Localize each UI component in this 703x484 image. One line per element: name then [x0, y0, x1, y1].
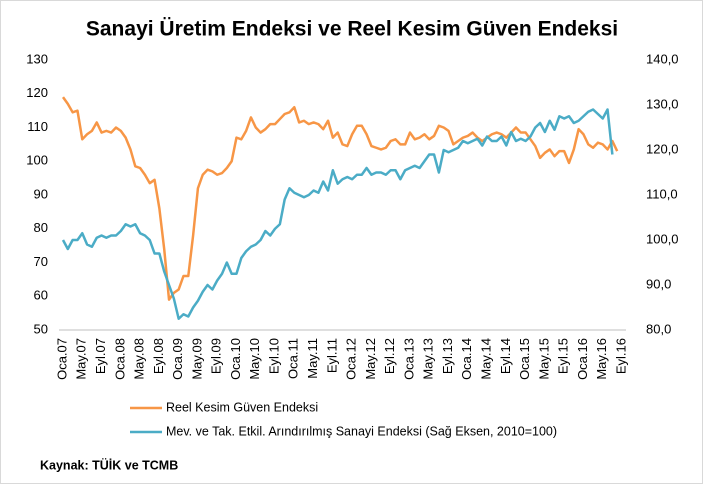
- legend-label: Reel Kesim Güven Endeksi: [166, 400, 318, 414]
- x-tick-label: May.16: [594, 338, 609, 380]
- chart-title: Sanayi Üretim Endeksi ve Reel Kesim Güve…: [86, 18, 618, 41]
- y-tick-label: 90: [34, 186, 48, 201]
- x-tick-label: May.08: [132, 338, 147, 380]
- x-tick-label: Oca.16: [575, 338, 590, 380]
- legend-label: Mev. ve Tak. Etkil. Arındırılmış Sanayi …: [166, 424, 557, 438]
- y-tick-label: 100: [26, 153, 48, 168]
- x-tick-label: May.13: [421, 338, 436, 380]
- y2-tick-label: 140,0: [646, 51, 679, 66]
- x-tick-label: Eyl.07: [93, 338, 108, 374]
- x-tick-label: Eyl.11: [324, 338, 339, 373]
- series-line: [61, 96, 619, 301]
- y2-tick-label: 110,0: [646, 186, 678, 201]
- x-tick-label: Eyl.16: [613, 338, 628, 374]
- y2-tick-label: 130,0: [646, 96, 679, 111]
- x-tick-label: Eyl.15: [556, 338, 571, 374]
- x-tick-label: Oca.07: [54, 338, 69, 380]
- y-tick-label: 120: [26, 85, 48, 100]
- y-tick-label: 80: [34, 220, 48, 235]
- x-tick-label: Oca.08: [112, 338, 127, 380]
- x-tick-label: Eyl.12: [382, 338, 397, 374]
- x-tick-label: Oca.10: [228, 338, 243, 380]
- x-tick-label: Oca.13: [401, 338, 416, 380]
- x-tick-label: Oca.11: [286, 338, 301, 379]
- x-tick-label: May.12: [363, 338, 378, 380]
- y2-tick-label: 90,0: [646, 276, 671, 291]
- x-tick-label: May.14: [479, 338, 494, 380]
- y-tick-label: 60: [34, 288, 48, 303]
- y-tick-label: 50: [34, 321, 48, 336]
- y2-tick-label: 100,0: [646, 231, 679, 246]
- source: Kaynak: TÜİK ve TCMB: [40, 457, 178, 472]
- x-tick-label: May.11: [305, 338, 320, 379]
- y-tick-label: 130: [26, 51, 48, 66]
- x-tick-label: Oca.14: [459, 338, 474, 380]
- y-tick-label: 110: [27, 119, 48, 134]
- x-tick-label: Eyl.14: [498, 338, 513, 374]
- x-tick-label: Eyl.08: [151, 338, 166, 374]
- y2-tick-label: 80,0: [646, 321, 671, 336]
- x-tick-label: Oca.09: [170, 338, 185, 380]
- x-tick-label: Eyl.10: [266, 338, 281, 374]
- x-tick-label: May.09: [189, 338, 204, 380]
- series-line: [61, 108, 614, 320]
- x-tick-label: May.15: [536, 338, 551, 380]
- x-tick-label: Eyl.13: [440, 338, 455, 374]
- x-tick-label: Oca.12: [344, 338, 359, 380]
- x-tick-label: May.10: [247, 338, 262, 380]
- x-tick-label: Oca.15: [517, 338, 532, 380]
- y-tick-label: 70: [34, 254, 48, 269]
- x-tick-label: May.07: [74, 338, 89, 380]
- y2-tick-label: 120,0: [646, 141, 679, 156]
- x-tick-label: Eyl.09: [209, 338, 224, 374]
